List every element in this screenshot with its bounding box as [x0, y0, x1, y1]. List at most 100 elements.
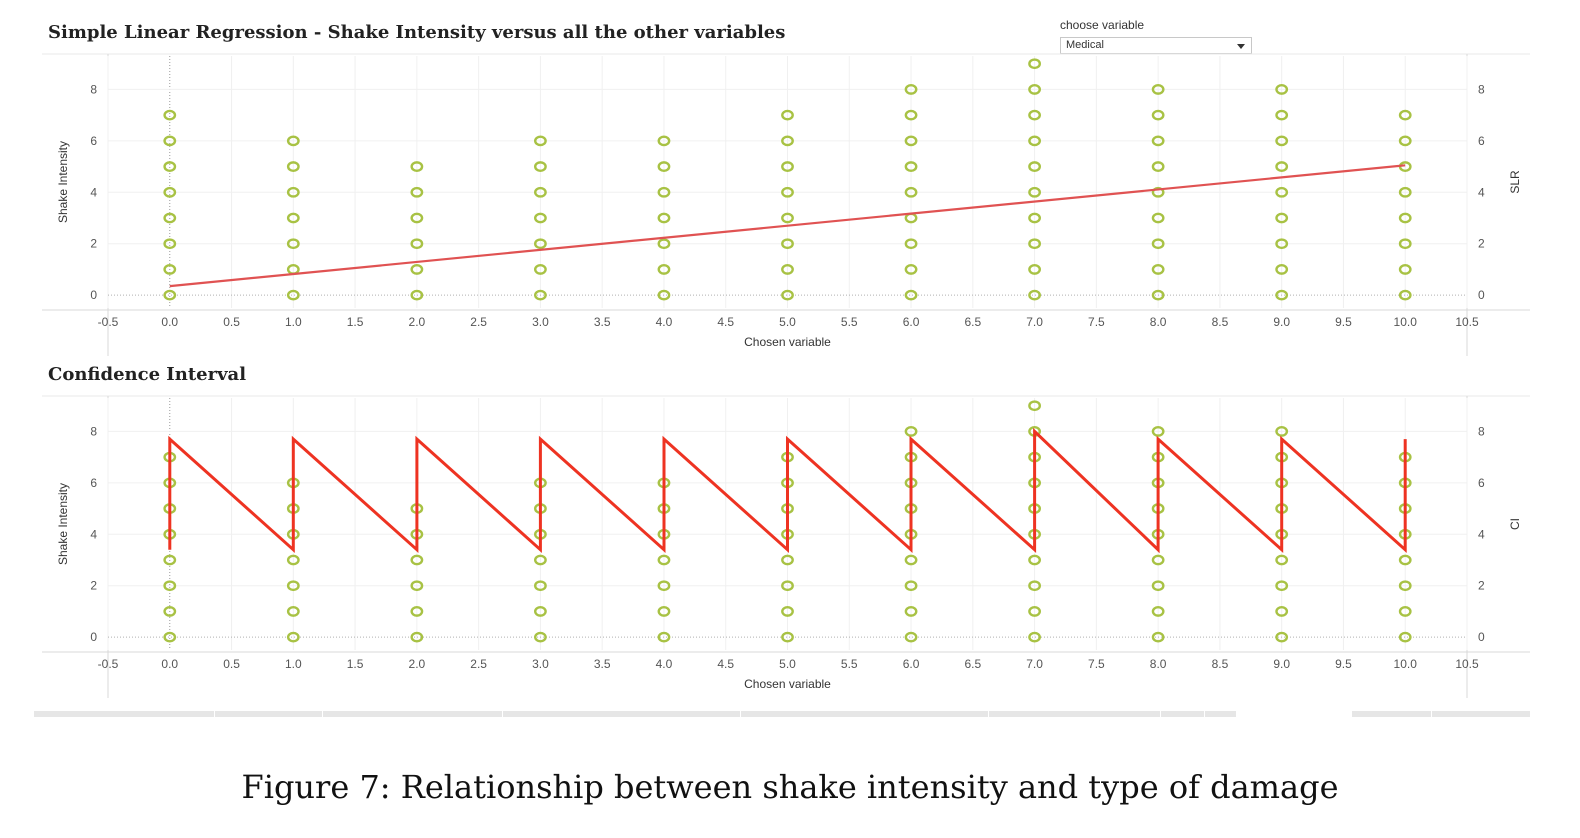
data-point — [904, 426, 918, 437]
data-point — [1151, 212, 1165, 224]
x-tick-label: 5.0 — [779, 315, 796, 329]
data-point — [1151, 289, 1165, 301]
data-point — [410, 264, 424, 275]
data-point — [904, 631, 918, 643]
y2-tick-label: 2 — [1478, 237, 1485, 251]
x-tick-label: 3.0 — [532, 315, 549, 329]
y-tick-label: 8 — [90, 82, 97, 96]
data-point — [163, 186, 177, 198]
dashboard-tab[interactable] — [1160, 711, 1205, 717]
ci-chart-title: Confidence Interval — [48, 364, 247, 385]
y2-axis-label: CI — [1508, 518, 1522, 530]
y-tick-label: 2 — [90, 579, 97, 593]
dashboard-tab-strip[interactable] — [34, 711, 1530, 717]
x-tick-label: 4.0 — [656, 315, 673, 329]
data-point — [1028, 606, 1041, 617]
data-point — [1028, 58, 1041, 70]
dashboard-tab[interactable] — [740, 711, 989, 717]
y-tick-label: 4 — [90, 185, 97, 199]
data-point — [904, 161, 918, 172]
data-point — [781, 109, 794, 121]
data-point — [534, 289, 547, 301]
slr-chart: 0 0 2 2 4 4 6 6 8 8 -0.5 0.0 0.5 1.0 1.5 2.0 2.5 3.0 3.5 4.… — [42, 53, 1530, 356]
dashboard-tab[interactable] — [1431, 711, 1472, 717]
data-point — [286, 580, 300, 592]
data-point — [163, 212, 177, 224]
dashboard-tab-active[interactable] — [1236, 711, 1352, 717]
x-tick-label: 5.5 — [841, 657, 858, 671]
x-tick-label: 1.5 — [347, 315, 364, 329]
data-point — [286, 135, 300, 147]
x-tick-label: 2.5 — [470, 657, 487, 671]
data-point — [904, 606, 918, 617]
x-tick-label: 5.5 — [841, 315, 858, 329]
data-point — [1275, 289, 1289, 301]
data-point — [286, 289, 300, 301]
data-point — [1028, 400, 1041, 412]
y2-tick-label: 0 — [1478, 630, 1485, 644]
y2-tick-label: 6 — [1478, 134, 1485, 148]
data-point — [781, 238, 794, 250]
data-point — [657, 606, 671, 617]
x-tick-label: 4.5 — [717, 657, 734, 671]
data-point — [163, 606, 177, 617]
slr-chart-title: Simple Linear Regression - Shake Intensi… — [48, 22, 786, 43]
y-axis-label: Shake Intensity — [56, 141, 70, 223]
x-tick-label: 6.5 — [964, 657, 981, 671]
x-tick-label: 4.5 — [717, 315, 734, 329]
x-tick-label: 9.5 — [1335, 315, 1352, 329]
y-tick-label: 6 — [90, 134, 97, 148]
data-point — [163, 161, 177, 172]
data-point — [1398, 238, 1412, 250]
data-point — [904, 580, 918, 592]
data-point — [286, 606, 300, 617]
data-point — [163, 289, 177, 301]
data-point — [781, 135, 794, 147]
data-point — [781, 580, 794, 592]
data-point — [1028, 554, 1041, 566]
data-point — [286, 631, 300, 643]
data-point — [1028, 631, 1041, 643]
data-point — [1275, 631, 1289, 643]
data-point — [1398, 109, 1412, 121]
data-point — [1398, 135, 1412, 147]
x-tick-label: 6.0 — [903, 315, 920, 329]
dashboard-tab[interactable] — [502, 711, 741, 717]
y-tick-label: 4 — [90, 527, 97, 541]
data-point — [1398, 631, 1412, 643]
x-tick-label: 2.0 — [409, 315, 426, 329]
data-point — [1028, 238, 1041, 250]
dashboard-tab[interactable] — [322, 711, 503, 717]
data-point — [781, 554, 794, 566]
confidence-interval-line — [168, 427, 1407, 554]
data-point — [781, 264, 794, 275]
y-tick-label: 6 — [90, 476, 97, 490]
dashboard-tab[interactable] — [214, 711, 323, 717]
x-tick-label: 6.5 — [964, 315, 981, 329]
y2-axis-label: SLR — [1508, 170, 1522, 194]
data-point — [410, 212, 424, 224]
data-point — [163, 109, 177, 121]
x-tick-label: 1.5 — [347, 657, 364, 671]
data-point — [781, 212, 794, 224]
choose-variable-label: choose variable — [1060, 18, 1145, 32]
data-point — [1398, 186, 1412, 198]
data-point — [1151, 631, 1165, 643]
dashboard-tab[interactable] — [1204, 711, 1237, 717]
y2-tick-label: 2 — [1478, 579, 1485, 593]
x-tick-label: -0.5 — [98, 315, 119, 329]
dashboard-tab[interactable] — [988, 711, 1161, 717]
y2-tick-label: 0 — [1478, 288, 1485, 302]
data-point — [1151, 161, 1165, 172]
data-point — [534, 161, 547, 172]
data-point — [1398, 212, 1412, 224]
data-point — [1151, 186, 1165, 198]
chevron-down-icon[interactable] — [1237, 44, 1245, 49]
dashboard-tab[interactable] — [1351, 711, 1432, 717]
data-point — [904, 289, 918, 301]
data-point — [1275, 554, 1289, 566]
x-tick-label: 8.0 — [1150, 657, 1167, 671]
data-point — [286, 186, 300, 198]
data-point — [1398, 606, 1412, 617]
data-point — [1028, 264, 1041, 275]
